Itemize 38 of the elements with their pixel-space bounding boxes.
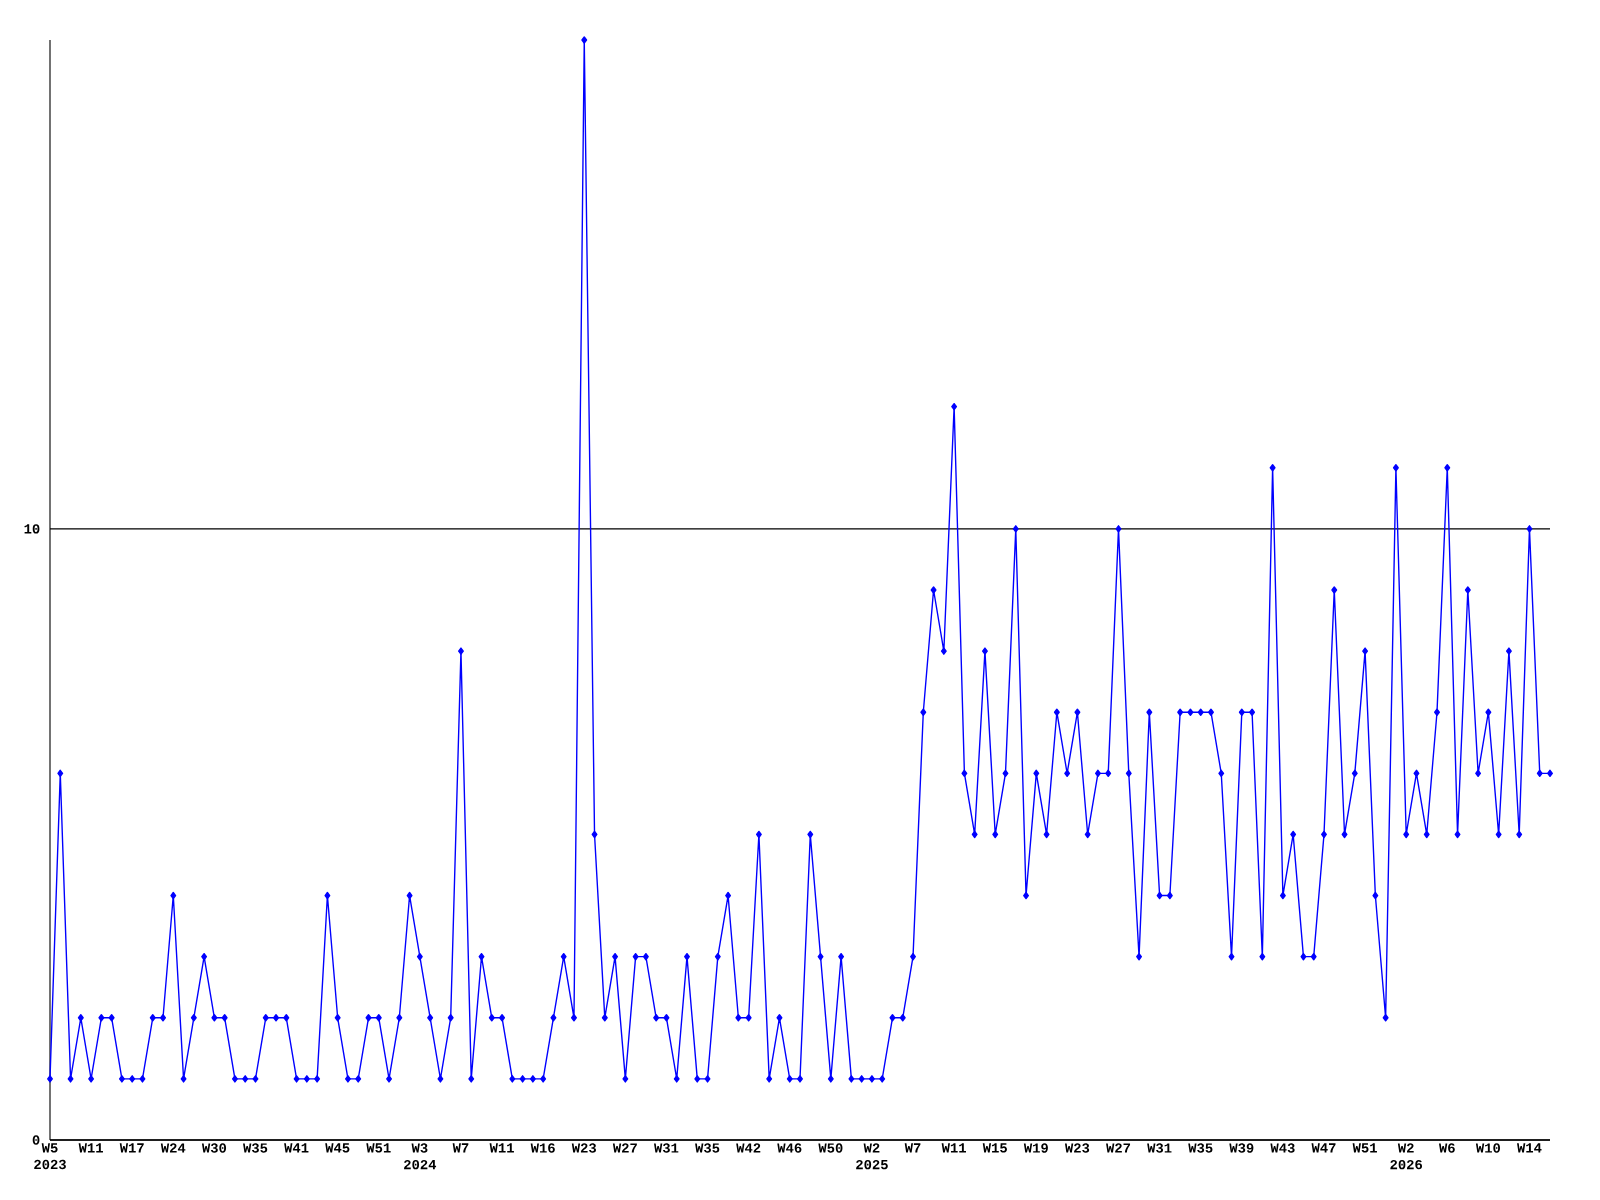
- x-tick-label: W11: [489, 1143, 514, 1153]
- x-tick-label: W35: [243, 1143, 268, 1153]
- x-tick-label: W3 2024: [404, 1143, 437, 1170]
- x-tick-label: W35: [695, 1143, 720, 1153]
- x-tick-label: W11: [941, 1143, 966, 1153]
- x-tick-label: W30: [201, 1143, 227, 1153]
- y-tick-label: 10: [24, 524, 40, 534]
- x-tick-label: W17: [119, 1143, 144, 1153]
- x-tick-label: W2 2026: [1390, 1143, 1423, 1170]
- x-tick-label: W7: [904, 1143, 921, 1153]
- x-tick-label: W2 2025: [856, 1143, 888, 1170]
- x-tick-label: W50: [818, 1143, 843, 1153]
- x-tick-label: W24: [160, 1143, 186, 1153]
- x-tick-label: W47: [1311, 1143, 1336, 1153]
- x-tick-label: W35: [1188, 1143, 1213, 1153]
- x-tick-label: W14: [1517, 1143, 1542, 1153]
- x-tick-label: W27: [1106, 1143, 1131, 1153]
- x-tick-label: W23: [1064, 1143, 1090, 1153]
- x-tick-label: W43: [1270, 1143, 1295, 1153]
- x-tick-label: W51: [1352, 1143, 1377, 1153]
- x-tick-label: W7: [452, 1143, 469, 1153]
- x-tick-label: W19: [1023, 1143, 1048, 1153]
- x-tick-label: W16: [530, 1143, 555, 1153]
- x-tick-label: W15: [982, 1143, 1007, 1153]
- x-tick-label: W41: [284, 1143, 309, 1153]
- x-tick-label: W11: [78, 1143, 103, 1153]
- x-tick-label: W39: [1229, 1143, 1254, 1153]
- x-tick-label: W31: [653, 1143, 679, 1153]
- x-tick-label: W10: [1475, 1143, 1501, 1153]
- y-tick-label: 0: [32, 1135, 40, 1145]
- x-tick-label: W31: [1147, 1143, 1172, 1153]
- x-tick-label: W27: [612, 1143, 637, 1153]
- x-tick-label: W6: [1438, 1143, 1455, 1153]
- x-tick-label: W45: [325, 1143, 350, 1153]
- x-tick-label: W23: [571, 1143, 596, 1153]
- x-tick-label: W51: [366, 1143, 391, 1153]
- x-tick-label: W46: [777, 1143, 802, 1153]
- x-tick-label: W42: [736, 1143, 761, 1153]
